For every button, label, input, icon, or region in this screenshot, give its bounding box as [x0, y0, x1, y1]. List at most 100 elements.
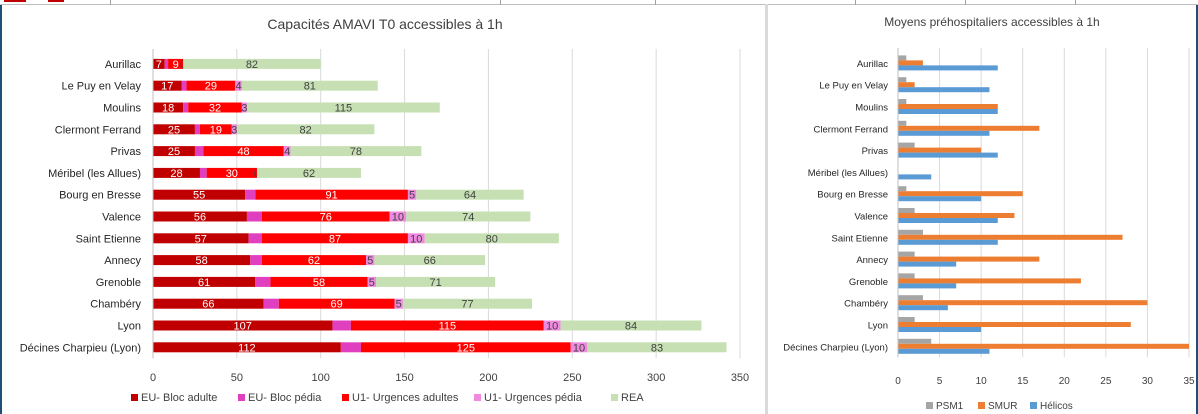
data-label: 58 [196, 255, 208, 267]
bar-segment [332, 320, 351, 331]
data-label: 5 [409, 190, 415, 202]
bar-segment [278, 298, 395, 309]
data-label: 74 [462, 212, 474, 224]
data-label: 5 [367, 255, 373, 267]
data-label: 10 [573, 342, 585, 354]
bar [898, 65, 998, 71]
legend-swatch [342, 394, 349, 401]
bar-segment [168, 58, 184, 69]
bar-segment [153, 298, 264, 309]
legend-swatch [131, 394, 138, 401]
bar-segment [245, 189, 256, 200]
category-label: Moulins [103, 103, 141, 115]
bar-segment [416, 189, 524, 200]
data-label: 84 [625, 321, 637, 333]
bar-segment [255, 189, 408, 200]
x-tick-label: 0 [895, 376, 901, 387]
category-label: Chambéry [90, 299, 141, 311]
bar-segment [543, 320, 561, 331]
chart-capacites-amavi[interactable]: Capacités AMAVI T0 accessibles à 1h 0 50 10… [0, 0, 765, 414]
bar [898, 343, 1189, 349]
bar-segment [367, 276, 377, 287]
data-label: 115 [439, 321, 457, 333]
bar [898, 60, 923, 66]
bar [898, 82, 915, 88]
data-label: 25 [168, 146, 180, 158]
bar-segment [283, 146, 291, 157]
x-tick-label: 350 [731, 372, 749, 384]
bar-segment [183, 58, 321, 69]
x-tick-label: 15 [1017, 376, 1029, 387]
x-tick-label: 20 [1059, 376, 1071, 387]
bar-segment [262, 233, 408, 244]
bar [898, 77, 907, 83]
bar-segment [246, 102, 440, 113]
chart-divider [765, 4, 768, 414]
x-tick-label: 50 [231, 372, 243, 384]
data-label: 4 [235, 81, 241, 93]
bar-segment [406, 211, 531, 222]
category-label: Clermont Ferrand [55, 124, 141, 136]
data-label: 62 [303, 168, 315, 180]
category-label: Le Puy en Velay [819, 81, 888, 92]
bar-segment [350, 320, 544, 331]
bar-segment [270, 276, 368, 287]
category-label: Méribel (les Allues) [48, 168, 141, 180]
data-label: 69 [331, 299, 343, 311]
legend-label: U1- Urgences adultes [352, 392, 459, 404]
category-label: Saint Etienne [831, 233, 888, 244]
bar-segment [376, 276, 496, 287]
data-label: 64 [464, 190, 476, 202]
data-label: 81 [304, 81, 316, 93]
legend-swatch [978, 402, 985, 409]
data-label: 25 [168, 124, 180, 136]
bar [898, 186, 907, 192]
bar-segment [587, 342, 727, 353]
category-label: Valence [102, 212, 141, 224]
bar-segment [153, 80, 182, 91]
bar-segment [153, 146, 195, 157]
data-label: 18 [162, 103, 174, 115]
bar-segment [394, 298, 403, 309]
x-tick-label: 10 [976, 376, 988, 387]
bar-segment [199, 167, 207, 178]
x-tick-label: 0 [150, 372, 156, 384]
chart-title: Capacités AMAVI T0 accessibles à 1h [267, 16, 502, 32]
bar-segment [153, 58, 165, 69]
data-label: 30 [226, 168, 238, 180]
legend-label: PSM1 [936, 401, 964, 412]
bar-segment [153, 167, 200, 178]
legend-label: Hélicos [1040, 401, 1073, 412]
bar [898, 338, 932, 344]
bar [898, 191, 1023, 197]
cell-marker [4, 0, 26, 2]
data-label: 19 [210, 124, 222, 136]
data-label: 82 [246, 59, 258, 71]
data-label: 29 [205, 81, 217, 93]
bar-segment [248, 233, 263, 244]
legend-label: EU- Bloc pédia [248, 392, 322, 404]
x-tick-label: 25 [1100, 376, 1112, 387]
bar-segment [365, 255, 375, 266]
x-tick-label: 5 [937, 376, 943, 387]
legend-label: REA [621, 392, 644, 404]
bar [898, 273, 915, 279]
bar-segment [360, 342, 571, 353]
chart-moyens-prehospitaliers[interactable]: Moyens préhospitaliers accessibles à 1h 0… [768, 0, 1198, 414]
bar [898, 109, 998, 114]
data-label: 48 [237, 146, 249, 158]
data-label: 115 [335, 103, 353, 115]
bar-segment [290, 146, 422, 157]
data-label: 4 [284, 146, 290, 158]
category-label: Chambéry [844, 299, 888, 310]
cell-divider [110, 0, 111, 5]
bar [898, 218, 998, 223]
data-label: 66 [424, 255, 436, 267]
bar-segment [194, 146, 204, 157]
bar [898, 251, 915, 257]
data-label: 56 [194, 212, 206, 224]
bar [898, 317, 915, 322]
bar-segment [256, 167, 361, 178]
category-label: Grenoble [96, 277, 141, 289]
category-label: Le Puy en Velay [61, 81, 141, 93]
